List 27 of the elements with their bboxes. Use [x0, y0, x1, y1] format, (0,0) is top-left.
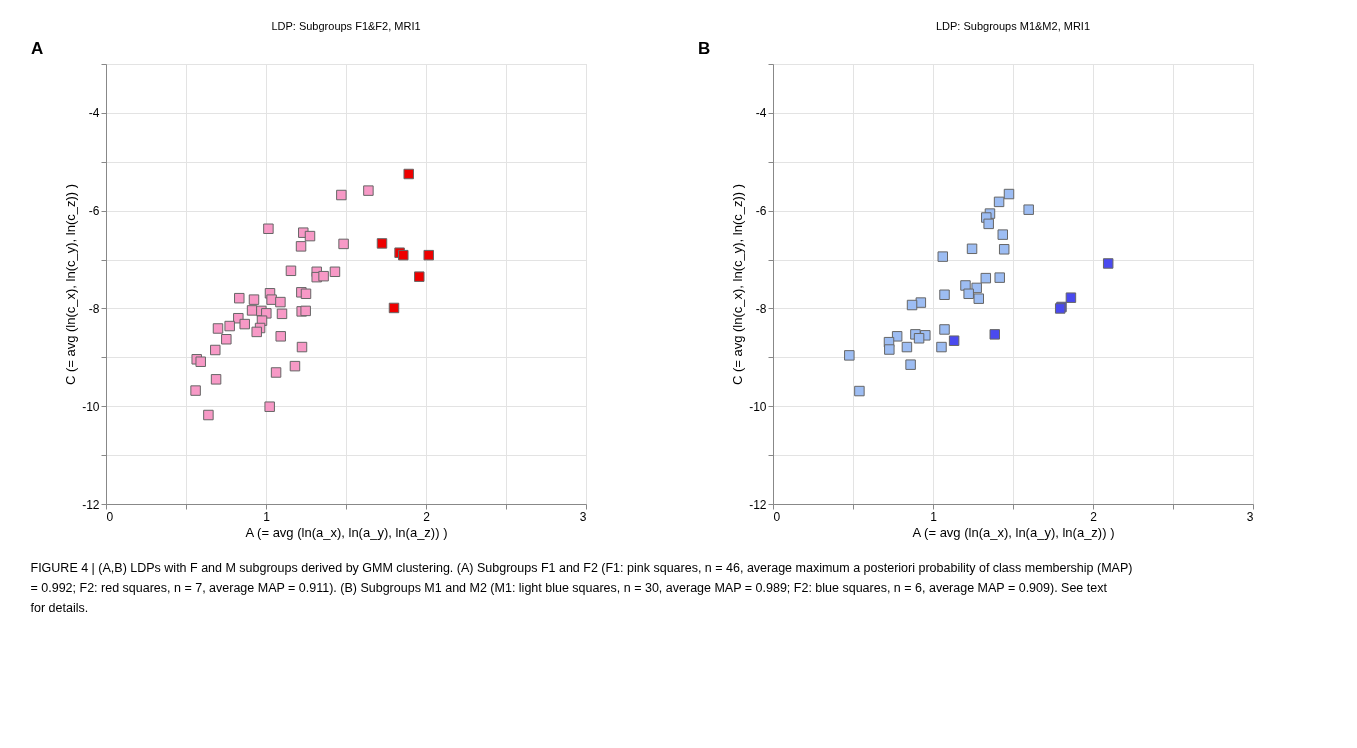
- y-tick-label: -12: [749, 497, 767, 512]
- x-axis-title: A (= avg (ln(a_x), ln(a_y), ln(a_z)) ): [912, 524, 1115, 540]
- y-tick-label: -6: [88, 204, 100, 219]
- y-tick-label: -4: [88, 106, 100, 121]
- x-tick-label: 1: [263, 509, 271, 524]
- y-tick-label: -12: [82, 497, 100, 512]
- x-tick-label: 0: [106, 509, 114, 524]
- y-tick-label: -8: [755, 301, 767, 316]
- y-axis-title: C (= avg (ln(c_x), ln(c_y), ln(c_z)) ): [63, 183, 79, 386]
- y-tick-label: -4: [755, 106, 767, 121]
- x-tick-label: 3: [1246, 509, 1254, 524]
- chart-title: LDP: Subgroups F1&F2, MRI1: [271, 20, 421, 32]
- y-tick-label: -8: [88, 301, 100, 316]
- x-tick-label: 2: [1090, 509, 1098, 524]
- x-tick-label: 0: [773, 509, 781, 524]
- caption: FIGURE 4 | (A,B) LDPs with F and M subgroups derived by GMM clustering. (A) Subgroups F1 and F2 (F1: pink squares, n = 46, average maximum a posteriori probability of class membership (MAP) = 0.992; F2: red squares, n = 7, average MAP = 0.911). (B) Subgroups M1 and M2 (M1: light blue squares, n = 30, average MAP = 0.989; F2: blue squares, n = 6, average MAP = 0.909). See text for details.: [30, 560, 1133, 615]
- text: B: [698, 39, 711, 58]
- x-axis-title: A (= avg (ln(a_x), ln(a_y), ln(a_z)) ): [245, 524, 448, 540]
- y-axis-title: C (= avg (ln(c_x), ln(c_y), ln(c_z)) ): [730, 183, 746, 386]
- x-tick-label: 2: [423, 509, 431, 524]
- x-tick-label: 3: [579, 509, 587, 524]
- y-tick-label: -10: [82, 399, 100, 414]
- text: A: [31, 39, 44, 58]
- y-tick-label: -10: [749, 399, 767, 414]
- x-tick-label: 1: [930, 509, 938, 524]
- chart-title: LDP: Subgroups M1&M2, MRI1: [935, 20, 1091, 32]
- y-tick-label: -6: [755, 204, 767, 219]
